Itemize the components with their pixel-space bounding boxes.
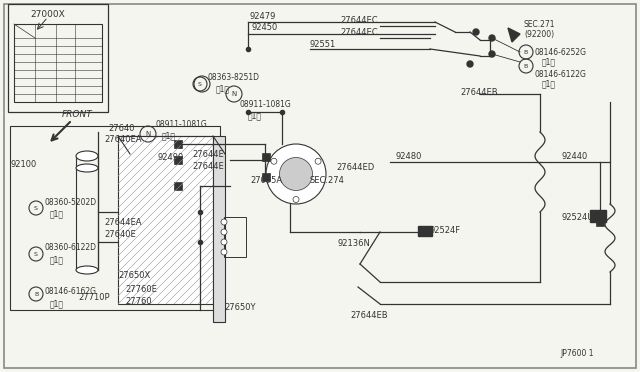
Text: B: B [524,49,528,55]
Bar [418,226,432,236]
Bar [174,140,182,148]
Circle shape [489,51,495,57]
Text: FRONT: FRONT [62,109,93,119]
Text: 92490: 92490 [157,153,183,161]
Text: 27644EA: 27644EA [104,218,141,227]
Text: 〈1〉: 〈1〉 [50,299,64,308]
Text: 92480: 92480 [396,151,422,160]
Bar [174,156,182,164]
Circle shape [221,229,227,235]
Text: 27650Y: 27650Y [224,304,255,312]
Ellipse shape [76,151,98,161]
Polygon shape [508,28,520,42]
Text: 〈1〉: 〈1〉 [50,256,64,264]
Text: (92200): (92200) [524,29,554,38]
Text: 08363-8251D: 08363-8251D [208,73,260,81]
Circle shape [280,157,312,190]
Bar [262,153,270,161]
Text: 92100: 92100 [10,160,36,169]
Text: 27710P: 27710P [78,294,109,302]
Bar [590,210,606,222]
Bar [596,218,604,226]
Text: 27760E: 27760E [125,285,157,294]
Text: 27644EB: 27644EB [460,87,498,96]
Bar [10,126,220,310]
Text: S: S [34,251,38,257]
Text: 92524U: 92524U [562,212,595,221]
Text: 27760: 27760 [125,298,152,307]
Circle shape [489,35,495,41]
Text: 92479: 92479 [250,12,276,20]
Text: 27650X: 27650X [118,272,150,280]
Text: 27644EC: 27644EC [340,28,378,36]
Text: 〈1〉: 〈1〉 [216,84,230,93]
Text: 〈1〉: 〈1〉 [542,80,556,89]
Text: 〈1〉: 〈1〉 [542,58,556,67]
Text: SEC.274: SEC.274 [310,176,345,185]
Text: 〈1〉: 〈1〉 [248,112,262,121]
Ellipse shape [76,164,98,172]
Text: 08146-6252G: 08146-6252G [535,48,587,57]
Text: 92440: 92440 [562,151,588,160]
Ellipse shape [76,266,98,274]
Bar [262,173,270,181]
Circle shape [271,158,277,164]
Circle shape [221,239,227,245]
Text: 27644EC: 27644EC [340,16,378,25]
Text: 92551: 92551 [310,39,336,48]
Text: 08146-6122G: 08146-6122G [535,70,587,78]
Text: 〈1〉: 〈1〉 [162,131,176,141]
Text: 08360-5202D: 08360-5202D [44,198,96,206]
Text: SEC.271: SEC.271 [524,19,556,29]
Bar [224,217,246,257]
Text: B: B [524,64,528,68]
Bar [118,136,213,304]
Bar [8,4,108,112]
Text: 27000X: 27000X [30,10,65,19]
Text: JP7600 1: JP7600 1 [560,350,593,359]
Text: 27640EA: 27640EA [104,135,141,144]
Circle shape [221,219,227,225]
Text: 92450: 92450 [252,22,278,32]
Text: 27640: 27640 [108,124,134,132]
Circle shape [315,158,321,164]
Text: 08911-1081G: 08911-1081G [155,119,207,128]
Text: 92136N: 92136N [338,240,371,248]
Text: 08360-6122D: 08360-6122D [44,244,96,253]
Text: 92524F: 92524F [430,225,461,234]
Text: N: N [145,131,150,137]
Circle shape [473,29,479,35]
Text: 27644ED: 27644ED [336,163,374,171]
Text: 27644E: 27644E [192,161,224,170]
Text: S: S [34,205,38,211]
Bar [174,182,182,190]
Text: 27644E: 27644E [192,150,224,158]
Text: N: N [232,91,237,97]
Text: 08911-1081G: 08911-1081G [240,99,292,109]
Text: S: S [198,81,202,87]
Bar [14,24,102,102]
Circle shape [221,249,227,255]
Text: 〈1〉: 〈1〉 [50,209,64,218]
Bar [213,136,225,322]
Circle shape [467,61,473,67]
Circle shape [266,144,326,204]
Text: B: B [34,292,38,296]
Text: 27640E: 27640E [104,230,136,238]
Text: 08146-6162G: 08146-6162G [44,288,96,296]
Circle shape [293,196,299,202]
Text: 27095A: 27095A [250,176,282,185]
Text: 27644EB: 27644EB [350,311,388,321]
